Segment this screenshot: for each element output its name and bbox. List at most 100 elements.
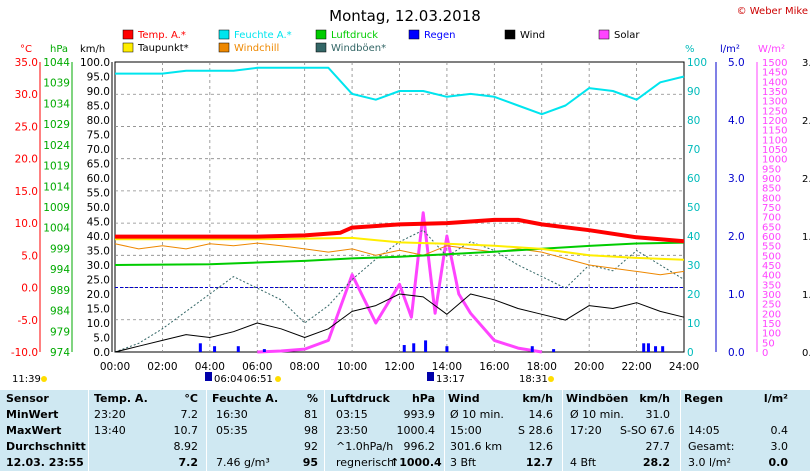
table-cell: 98 (304, 424, 318, 437)
tick-label-kmh: 95.0 (87, 72, 110, 84)
tick-label-pct: 0 (687, 347, 694, 359)
series-line-solar (257, 211, 543, 354)
legend-label: Solar (614, 30, 640, 41)
tick-label-pct: 70 (687, 144, 700, 156)
sun-icon (41, 376, 47, 382)
table-cell: 05:35 (216, 424, 248, 437)
copyright-text: © Weber Mike (737, 6, 808, 17)
legend-label: Regen (424, 30, 456, 41)
tick-label-hpa: 1034 (43, 98, 70, 110)
tick-label-temp: -10.0 (11, 347, 38, 359)
tick-label-kmh: 85.0 (87, 101, 110, 113)
tick-label-temp: 20.0 (15, 154, 38, 166)
tick-label-kmh: 65.0 (87, 159, 110, 171)
legend-swatch (408, 29, 420, 40)
tick-label-hpa: 979 (50, 326, 70, 338)
tick-label-solar: 250 (762, 300, 781, 311)
tick-label-kmh: 15.0 (87, 304, 110, 316)
rain-bar (530, 346, 534, 352)
table-cell: S 28.6 (518, 424, 553, 437)
table-separator (324, 390, 325, 471)
axes: 35.0 30.0 25.0 20.0 15.0 10.0 5.0 0.0 -5.0 -10.0 1… (11, 57, 810, 373)
tick-label-kmh: 75.0 (87, 130, 110, 142)
table-cell: 3 Bft (450, 456, 477, 469)
tick-label-kmh: 5.0 (93, 333, 110, 345)
tick-label-solar: 700 (762, 213, 781, 224)
tick-label-pct: 60 (687, 173, 700, 185)
table-cell: 27.7 (645, 440, 671, 453)
series-line-luftdruck (114, 241, 685, 266)
tick-label-pct: 10 (687, 318, 700, 330)
tick-label-kmh: 10.0 (87, 318, 110, 330)
tick-label-time: 18:00 (527, 361, 557, 373)
tick-label-hpa: 1039 (43, 78, 70, 90)
legend: Temp. A.* Feuchte A.* Luftdruck Regen Wind So… (122, 29, 640, 54)
tick-label-rain: 5.0 (728, 57, 745, 69)
unit-label-pct: % (685, 44, 695, 55)
tick-label-kmh: 60.0 (87, 173, 110, 185)
legend-swatch (122, 29, 134, 40)
tick-label-rain: 3.0 (728, 173, 745, 185)
tick-label-solar: 450 (762, 261, 781, 272)
table-cell: 10.7 (173, 424, 199, 437)
sun-label-sunset: 18:31 (519, 374, 548, 385)
tick-label-hpa: 1024 (43, 140, 70, 152)
rain-bar (646, 343, 650, 352)
unit-label-kmh: km/h (80, 44, 105, 55)
tick-label-kmh: 55.0 (87, 188, 110, 200)
table-separator (562, 390, 563, 471)
tick-label-extra: 2.5 (802, 116, 810, 127)
tick-label-temp: 5.0 (21, 250, 38, 262)
table-cell: 1000.4 (396, 424, 436, 437)
table-header: km/h (639, 392, 670, 405)
tick-label-time: 14:00 (432, 361, 462, 373)
table-cell: 28.2 (642, 456, 670, 469)
table-cell: ↑1000.4 (390, 456, 442, 469)
table-header: Wind (448, 392, 480, 405)
legend-swatch (504, 29, 516, 40)
tick-label-time: 08:00 (290, 361, 320, 373)
tick-label-solar: 1050 (762, 145, 787, 156)
rain-bar (262, 349, 266, 352)
table-cell: 993.9 (403, 408, 436, 421)
tick-label-solar: 1150 (762, 126, 787, 137)
table-cell: 23:20 (94, 408, 126, 421)
table-cell: 0.0 (768, 456, 789, 469)
table-cell: 996.2 (403, 440, 436, 453)
tick-label-time: 12:00 (384, 361, 414, 373)
table-cell: 92 (304, 440, 318, 453)
table-cell: 3.0 l/m² (688, 456, 731, 469)
tick-label-hpa: 989 (50, 285, 70, 297)
rain-bar (424, 340, 428, 352)
table-cell: 23:50 (336, 424, 368, 437)
tick-label-solar: 350 (762, 280, 781, 291)
tick-label-hpa: 994 (50, 264, 70, 276)
axis-unit-labels: °C hPa km/h% l/m² W/m² (20, 44, 785, 55)
table-header: km/h (522, 392, 553, 405)
table-header: Feuchte A. (212, 392, 279, 405)
series-line-windchill (114, 242, 685, 276)
unit-label-hpa: hPa (50, 44, 68, 55)
table-header: Luftdruck (330, 392, 390, 405)
legend-label: Windchill (234, 43, 279, 54)
tick-label-solar: 1400 (762, 77, 787, 88)
sun-icon (275, 376, 281, 382)
tick-label-kmh: 20.0 (87, 289, 110, 301)
legend-swatch (218, 29, 230, 40)
tick-label-solar: 1300 (762, 97, 787, 108)
tick-label-extra: 1.5 (802, 232, 810, 243)
table-cell: Ø 10 min. (570, 408, 624, 421)
table-row-label: 12.03. 23:55 (6, 456, 84, 469)
tick-label-kmh: 40.0 (87, 231, 110, 243)
sun-markers: 11:39 06:04 06:51 13:17 18:31 (12, 372, 554, 385)
table-header: Regen (684, 392, 724, 405)
tick-label-solar: 100 (762, 329, 781, 340)
rain-bar (654, 346, 658, 352)
tick-label-kmh: 0.0 (93, 347, 110, 359)
tick-label-time: 10:00 (337, 361, 367, 373)
tick-label-temp: 10.0 (15, 218, 38, 230)
table-cell: 31.0 (645, 408, 671, 421)
tick-label-kmh: 90.0 (87, 86, 110, 98)
tick-label-temp: 35.0 (15, 57, 38, 69)
table-separator (206, 390, 207, 471)
